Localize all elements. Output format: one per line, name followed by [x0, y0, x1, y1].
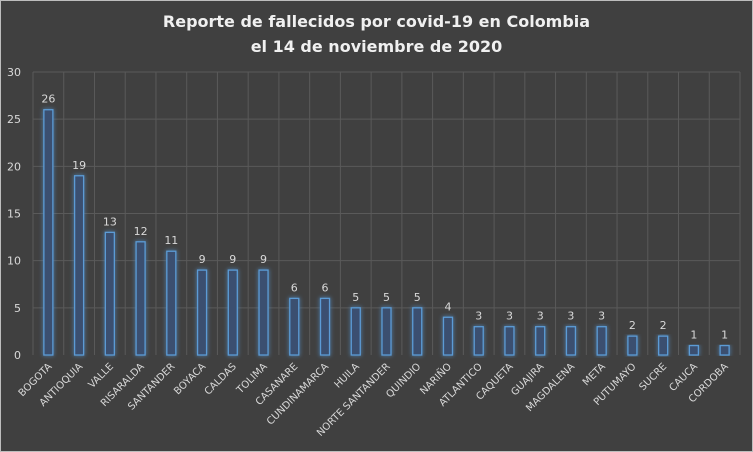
bar: [135, 241, 146, 356]
data-label: 3: [598, 310, 605, 323]
x-tick-label: VALLE: [87, 361, 116, 390]
bar: [73, 175, 85, 356]
data-label: 5: [383, 291, 390, 304]
data-label: 11: [164, 234, 178, 247]
bar: [350, 307, 361, 356]
chart-title-line-2: el 14 de noviembre de 2020: [250, 37, 503, 56]
y-tick-label: 15: [7, 208, 21, 221]
y-tick-label: 20: [7, 160, 21, 173]
x-tick-label: META: [581, 361, 608, 388]
bar: [227, 269, 238, 356]
data-label: 4: [444, 300, 451, 313]
data-label: 2: [660, 319, 667, 332]
bar: [289, 297, 300, 356]
data-label: 9: [199, 253, 206, 266]
bar: [104, 231, 115, 356]
bar: [258, 269, 269, 356]
y-tick-label: 5: [14, 302, 21, 315]
bar: [719, 344, 730, 356]
data-label: 3: [537, 310, 544, 323]
bar: [166, 250, 177, 356]
data-label: 12: [134, 225, 148, 238]
x-tick-label: SUCRE: [638, 361, 670, 393]
data-label: 26: [41, 93, 55, 106]
data-label: 1: [690, 329, 697, 342]
data-label: 5: [414, 291, 421, 304]
data-label: 3: [506, 310, 513, 323]
bar: [688, 344, 700, 356]
bar: [381, 307, 392, 356]
bar: [412, 307, 423, 356]
x-tick-label: HUILA: [333, 361, 362, 390]
data-label: 3: [567, 310, 574, 323]
bar: [473, 326, 484, 356]
bar: [43, 109, 54, 356]
data-label: 9: [229, 253, 236, 266]
bar: [442, 316, 454, 356]
data-label: 19: [72, 159, 86, 172]
data-label: 2: [629, 319, 636, 332]
y-tick-label: 30: [7, 66, 21, 79]
data-label: 5: [352, 291, 359, 304]
bar: [596, 326, 607, 356]
y-tick-label: 0: [14, 349, 21, 362]
data-label: 9: [260, 253, 267, 266]
y-tick-label: 25: [7, 113, 21, 126]
chart-title-line-1: Reporte de fallecidos por covid-19 en Co…: [162, 12, 591, 31]
bar: [319, 297, 331, 356]
x-tick-label: BOYACA: [172, 361, 208, 397]
bar: [196, 269, 208, 356]
bar: [565, 326, 577, 356]
bar: [658, 335, 669, 356]
bar: [504, 326, 515, 356]
data-label: 1: [721, 329, 728, 342]
data-label: 6: [322, 281, 329, 294]
x-tick-label: CALDAS: [203, 361, 239, 397]
y-tick-label: 10: [7, 255, 21, 268]
data-label: 13: [103, 215, 117, 228]
data-label: 6: [291, 281, 298, 294]
bar: [627, 335, 638, 356]
bar: [535, 326, 546, 356]
data-label: 3: [475, 310, 482, 323]
